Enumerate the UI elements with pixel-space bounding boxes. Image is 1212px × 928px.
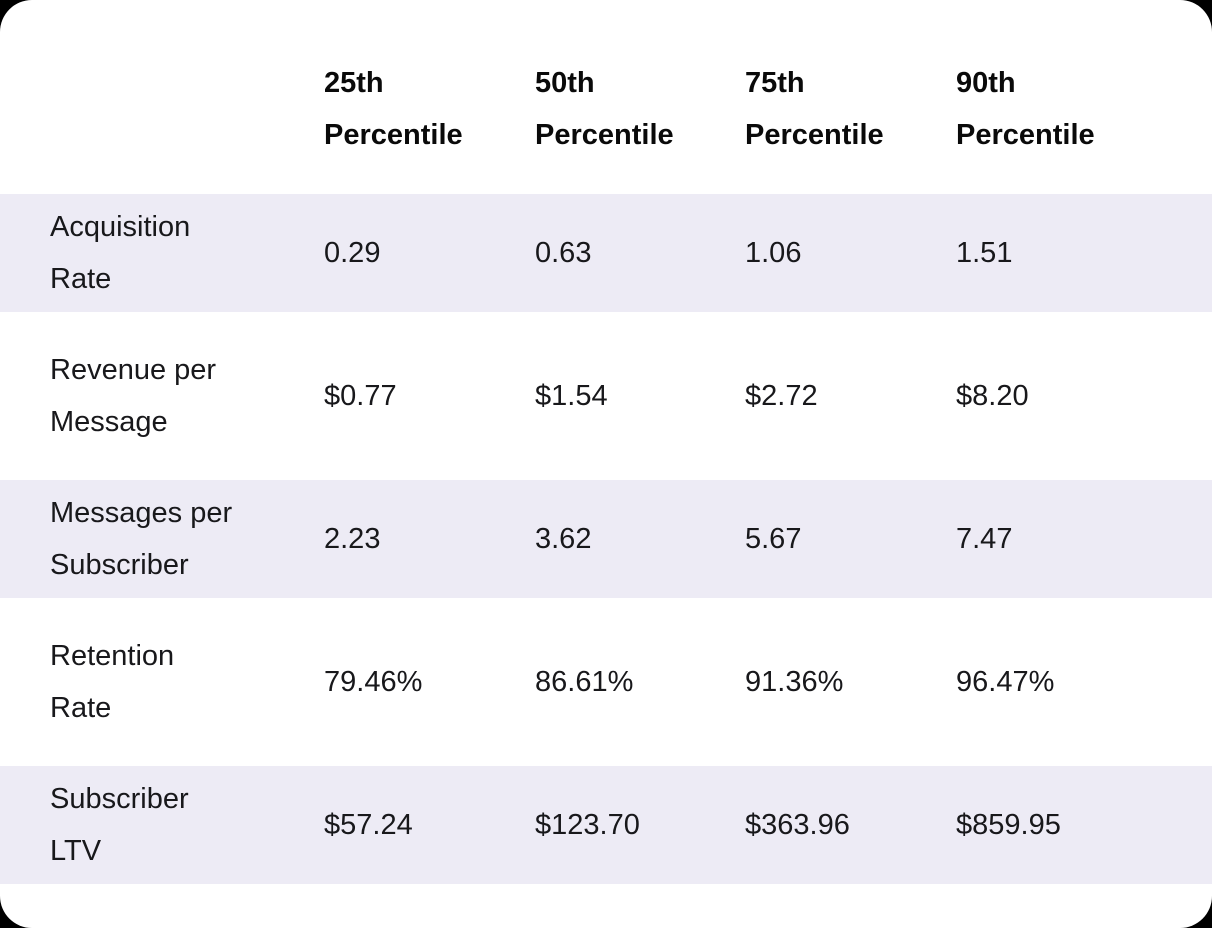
table-row-retention-rate: Retention Rate 79.46% 86.61% 91.36% 96.4… [0,623,1212,741]
percentile-metrics-table: 25th Percentile 50th Percentile 75th Per… [0,4,1212,909]
table-cell: 3.62 [535,523,592,555]
column-header-label: 90th Percentile [956,67,1095,151]
table-cell: $57.24 [324,809,413,841]
row-label-text: Revenue per Message [50,354,217,438]
table-cell: $123.70 [535,809,640,841]
table-cell: 7.47 [956,523,1013,555]
table-cell: 0.29 [324,237,381,269]
table-cell: 79.46% [324,666,423,698]
row-label: Messages per Subscriber [0,480,324,598]
table-cell: $8.20 [956,380,1029,412]
table-row-subscriber-ltv: Subscriber LTV $57.24 $123.70 $363.96 $8… [0,766,1212,884]
row-label-text: Messages per Subscriber [50,497,233,581]
table-cell: $0.77 [324,380,397,412]
table-cell: 0.63 [535,237,592,269]
table-cell: 91.36% [745,666,844,698]
table-cell: 96.47% [956,666,1055,698]
column-header-25th-percentile: 25th Percentile [324,29,535,169]
row-label: Acquisition Rate [0,194,324,312]
table-row-acquisition-rate: Acquisition Rate 0.29 0.63 1.06 1.51 [0,194,1212,312]
table-cell: 1.06 [745,237,802,269]
row-label: Retention Rate [0,623,324,741]
column-header-label: 50th Percentile [535,67,674,151]
table-cell: $859.95 [956,809,1061,841]
table-cell: $2.72 [745,380,818,412]
table-cell: 86.61% [535,666,634,698]
table-cell: 1.51 [956,237,1013,269]
row-label: Subscriber LTV [0,766,324,884]
row-label-text: Acquisition Rate [50,211,191,295]
column-header-label: 25th Percentile [324,67,463,151]
table-cell: $363.96 [745,809,850,841]
row-label-text: Subscriber LTV [50,783,189,867]
column-header-75th-percentile: 75th Percentile [745,29,956,169]
table-header-row: 25th Percentile 50th Percentile 75th Per… [0,29,1212,169]
column-header-label: 75th Percentile [745,67,884,151]
column-header-empty [0,29,324,169]
table-cell: $1.54 [535,380,608,412]
row-label: Revenue per Message [0,337,324,455]
column-header-50th-percentile: 50th Percentile [535,29,745,169]
table-row-messages-per-subscriber: Messages per Subscriber 2.23 3.62 5.67 7… [0,480,1212,598]
table-cell: 2.23 [324,523,381,555]
table-row-revenue-per-message: Revenue per Message $0.77 $1.54 $2.72 $8… [0,337,1212,455]
column-header-90th-percentile: 90th Percentile [956,29,1212,169]
row-label-text: Retention Rate [50,640,175,724]
table-cell: 5.67 [745,523,802,555]
